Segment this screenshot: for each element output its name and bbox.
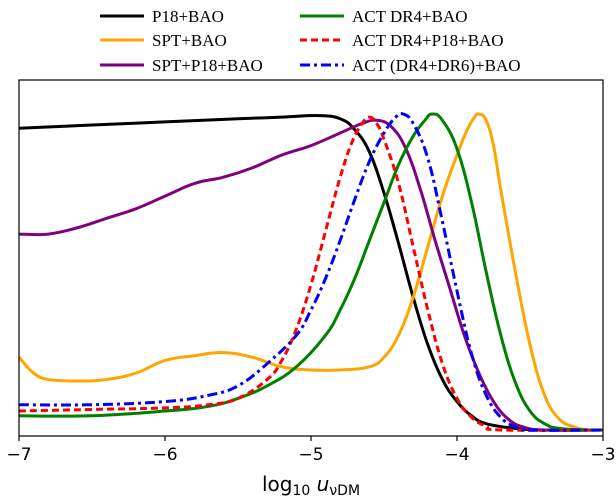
legend-label-5: ACT (DR4+DR6)+BAO bbox=[352, 56, 521, 75]
legend-label-2: SPT+P18+BAO bbox=[152, 56, 263, 75]
plot-curves bbox=[17, 111, 604, 432]
legend-label-3: ACT DR4+BAO bbox=[352, 7, 468, 26]
x-axis-label: log10 uνDM bbox=[262, 472, 360, 499]
x-tick-label: −6 bbox=[152, 445, 177, 465]
x-axis-ticks: −7 −6 −5 −4 −3 bbox=[6, 436, 616, 465]
legend-label-1: SPT+BAO bbox=[152, 31, 227, 50]
x-tick-label: −5 bbox=[298, 445, 323, 465]
series-line-4 bbox=[18, 115, 604, 432]
legend-label-4: ACT DR4+P18+BAO bbox=[352, 31, 504, 50]
x-tick-label: −4 bbox=[444, 445, 469, 465]
series-line-0 bbox=[18, 114, 604, 432]
series-line-1 bbox=[17, 112, 604, 432]
legend: P18+BAO SPT+BAO SPT+P18+BAO ACT DR4+BAO ACT … bbox=[100, 7, 521, 75]
legend-label-0: P18+BAO bbox=[152, 7, 224, 26]
x-tick-label: −7 bbox=[6, 445, 31, 465]
series-line-2 bbox=[18, 118, 604, 432]
series-line-5 bbox=[18, 111, 604, 432]
x-tick-label: −3 bbox=[590, 445, 615, 465]
